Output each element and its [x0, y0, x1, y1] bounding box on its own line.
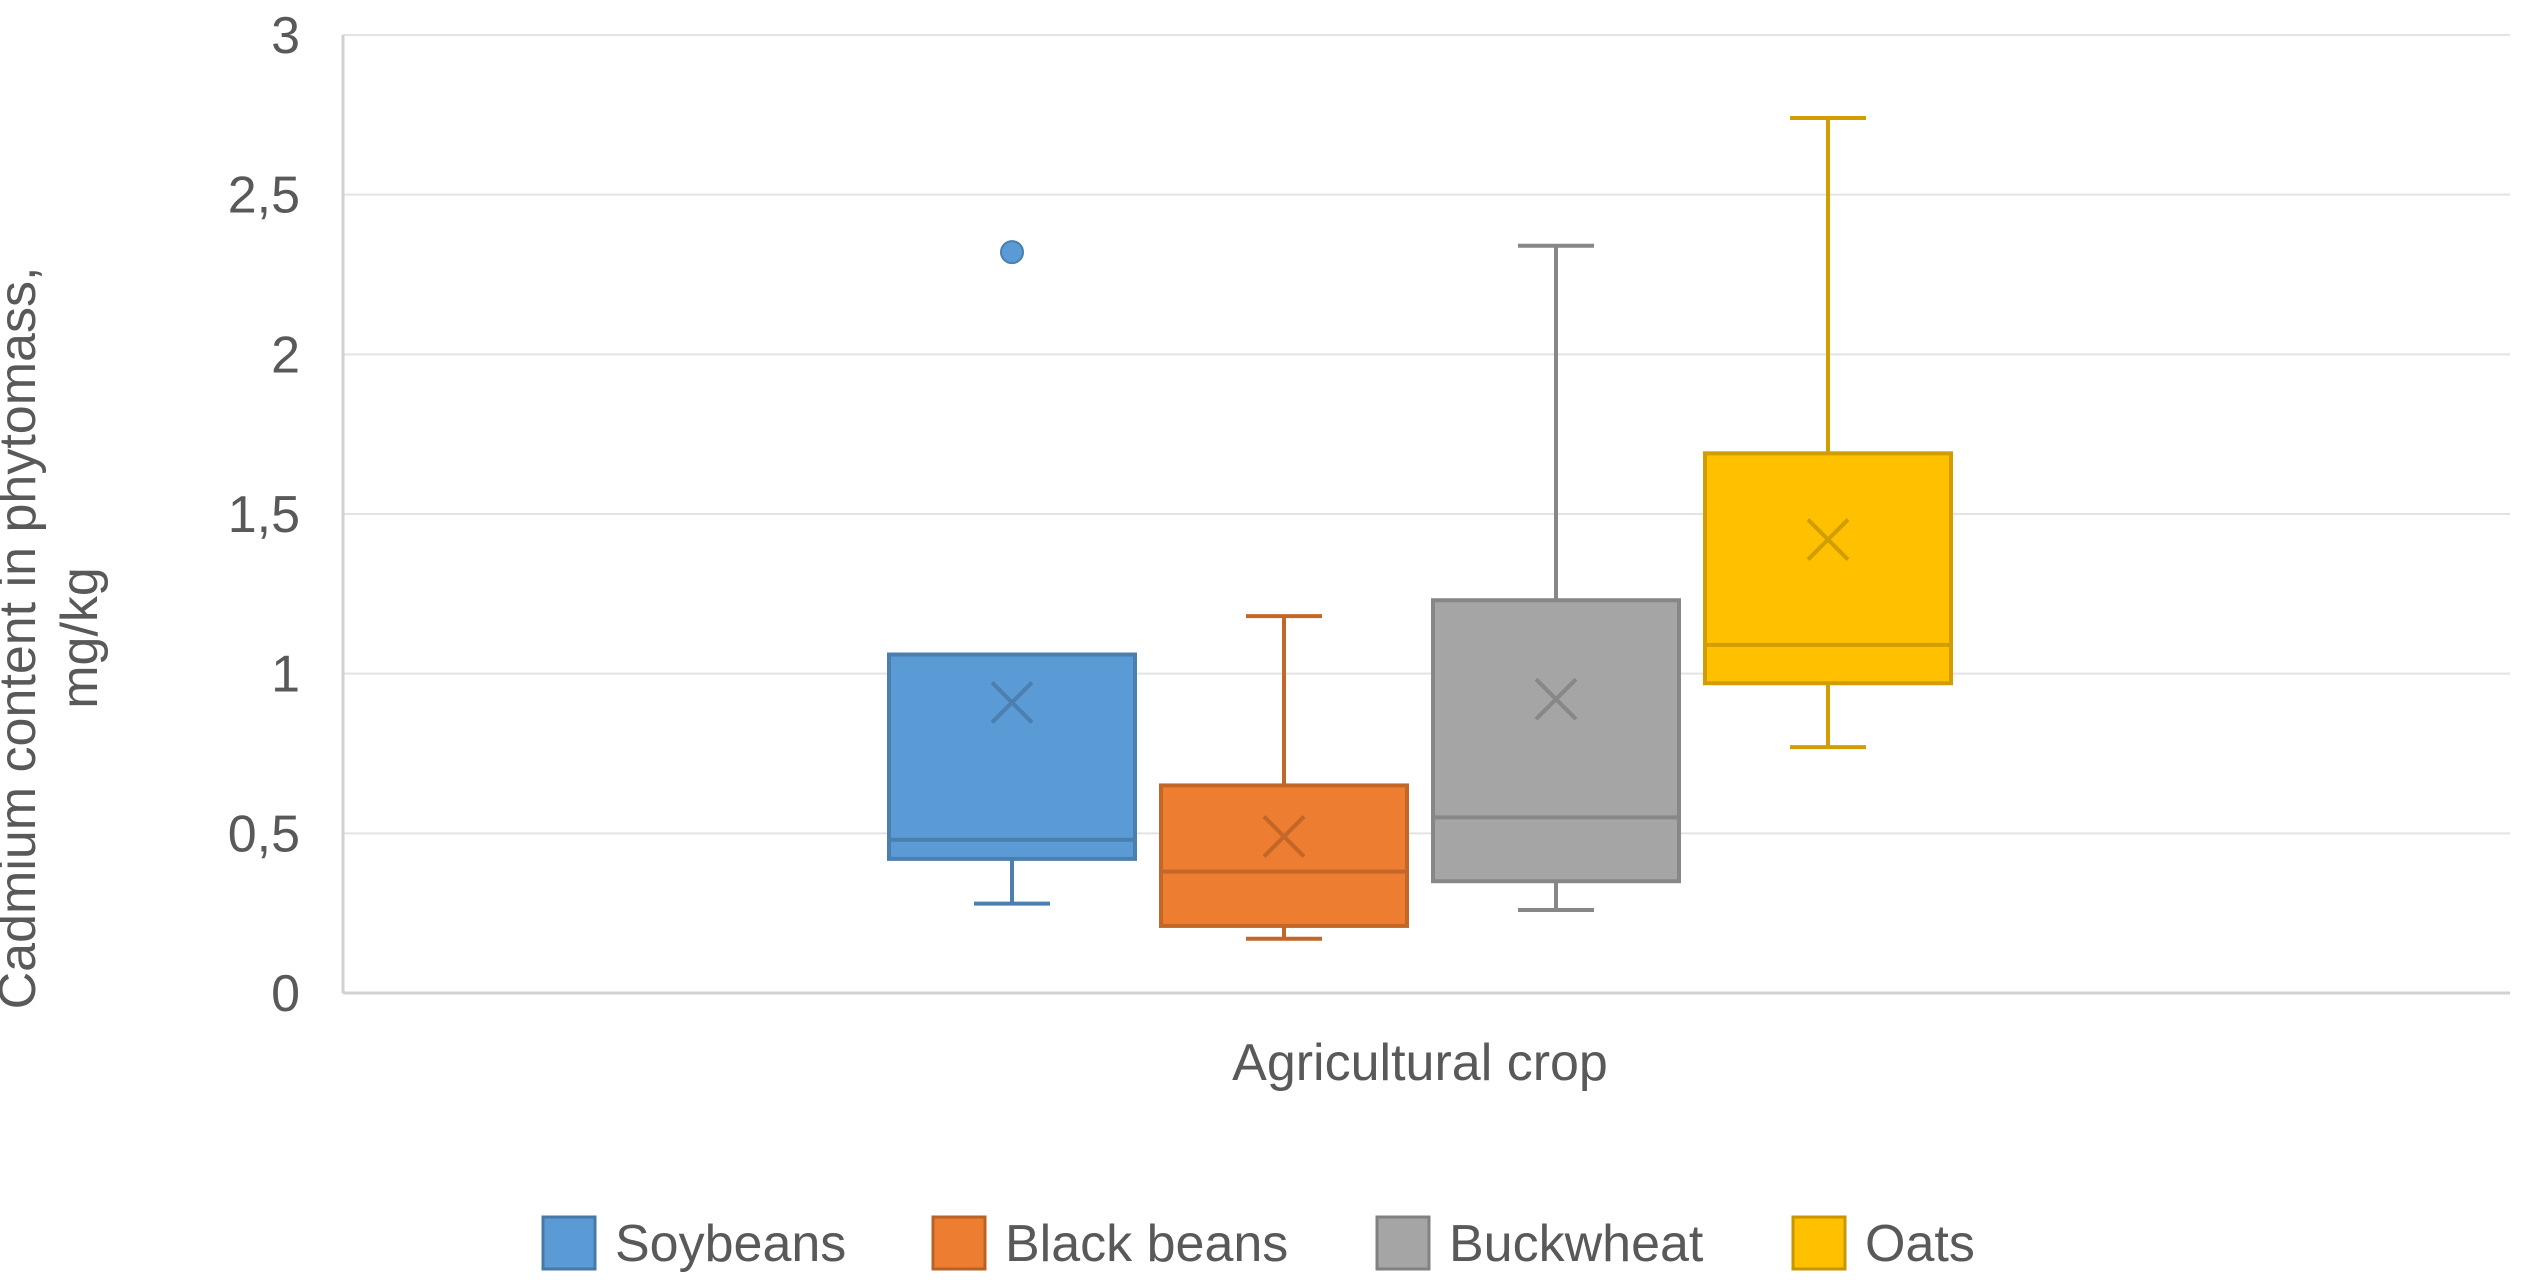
box-iqr — [1703, 451, 1953, 686]
mean-marker — [1262, 815, 1306, 858]
y-tick-label: 2 — [271, 326, 300, 384]
legend-label: Oats — [1865, 1215, 1975, 1273]
x-axis-label: Agricultural crop — [1232, 1034, 1608, 1092]
box-iqr — [887, 652, 1137, 861]
outlier-point — [1000, 240, 1024, 265]
box-buckwheat — [1431, 243, 1681, 912]
legend-swatch — [931, 1215, 987, 1271]
y-axis-label-line: Cadmium content in phytomass, — [0, 267, 47, 1010]
y-tick-label: 0,5 — [228, 805, 300, 863]
mean-marker — [1806, 518, 1850, 561]
y-tick-label: 2,5 — [228, 167, 300, 225]
y-axis: 0 0,5 1 1,5 2 2,5 3 — [228, 7, 2510, 1023]
box-iqr — [1431, 598, 1681, 884]
mean-marker — [990, 680, 1034, 724]
legend-label: Buckwheat — [1449, 1215, 1704, 1273]
y-tick-label: 0 — [271, 965, 300, 1023]
gridlines — [343, 34, 2510, 835]
y-tick-label: 3 — [271, 7, 300, 65]
legend-label: Black beans — [1005, 1215, 1288, 1273]
y-axis-label-line: mg/kg — [51, 567, 109, 709]
mean-marker — [1534, 677, 1578, 721]
legend-swatch — [541, 1215, 597, 1271]
y-axis-label: Cadmium content in phytomass,mg/kg — [0, 267, 109, 1010]
legend-swatch — [1791, 1215, 1847, 1271]
legend-swatch — [1375, 1215, 1431, 1271]
y-tick-label: 1,5 — [228, 486, 300, 544]
legend: Soybeans Black beans Buckwheat Oats — [541, 1215, 1975, 1273]
plot-area — [887, 116, 1953, 941]
box-oats — [1703, 116, 1953, 750]
legend-label: Soybeans — [615, 1215, 846, 1273]
box-soybeans — [887, 240, 1137, 906]
box-iqr — [1159, 783, 1409, 928]
box-black-beans — [1159, 614, 1409, 941]
y-tick-label: 1 — [271, 646, 300, 704]
